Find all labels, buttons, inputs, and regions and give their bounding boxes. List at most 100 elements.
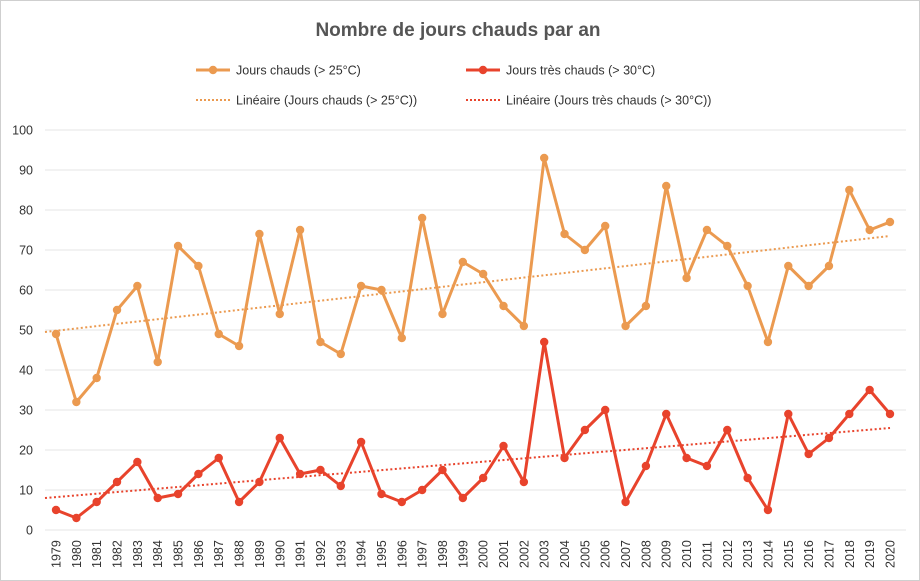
data-point (112, 305, 122, 315)
x-tick-label: 1990 (273, 540, 287, 568)
data-point (336, 481, 345, 491)
data-point (72, 397, 81, 407)
x-tick-label: 2009 (660, 540, 674, 568)
data-point (519, 477, 529, 487)
data-point (194, 261, 203, 271)
x-tick-label: 2015 (782, 540, 796, 568)
x-tick-label: 2018 (843, 540, 857, 568)
y-tick-label: 40 (19, 364, 33, 378)
data-point (580, 425, 590, 435)
data-point (234, 497, 244, 507)
data-point (885, 217, 895, 227)
data-point (316, 337, 325, 347)
x-tick-label: 1994 (355, 540, 369, 568)
x-tick-label: 2002 (517, 540, 531, 568)
data-point (255, 477, 264, 487)
x-tick-label: 1991 (294, 540, 308, 568)
legend-item-trend-2: Linéaire (Jours très chauds (> 30°C)) (466, 94, 711, 108)
x-tick-label: 2006 (599, 540, 613, 568)
x-tick-label: 2016 (802, 540, 816, 568)
legend-item-series-1: Jours chauds (> 25°C) (196, 64, 361, 78)
data-point (763, 505, 773, 515)
y-axis-ticks: 0 10 20 30 40 50 60 70 80 90 100 (12, 124, 33, 538)
data-point (133, 457, 142, 467)
data-point (601, 405, 610, 415)
x-tick-label: 1980 (70, 540, 84, 568)
data-point (377, 285, 386, 295)
y-tick-label: 100 (12, 124, 33, 138)
data-point (865, 385, 874, 395)
data-point (641, 301, 651, 311)
data-point (316, 465, 325, 475)
x-tick-label: 1989 (253, 540, 267, 568)
data-point (356, 437, 366, 447)
x-tick-label: 1983 (131, 540, 145, 568)
legend: Jours chauds (> 25°C) Jours très chauds … (196, 64, 711, 108)
data-point (295, 225, 305, 235)
x-tick-label: 2005 (578, 540, 592, 568)
y-tick-label: 50 (19, 324, 33, 338)
data-point (723, 241, 732, 251)
data-point (743, 281, 752, 291)
legend-label-series-1: Jours chauds (> 25°C) (236, 64, 361, 78)
x-tick-label: 2004 (558, 540, 572, 568)
x-tick-label: 1988 (233, 540, 247, 568)
legend-label-trend-1: Linéaire (Jours chauds (> 25°C)) (236, 94, 417, 108)
x-tick-label: 1986 (192, 540, 206, 568)
data-point (824, 433, 834, 443)
data-point (499, 301, 508, 311)
data-point (458, 257, 468, 267)
x-tick-label: 1981 (90, 540, 104, 568)
x-tick-label: 2008 (639, 540, 653, 568)
data-point (214, 329, 223, 339)
data-point (702, 225, 712, 235)
x-tick-label: 1999 (456, 540, 470, 568)
data-point (499, 441, 508, 451)
x-tick-label: 2001 (497, 540, 511, 568)
data-point (295, 469, 305, 479)
x-tick-label: 1979 (50, 540, 64, 568)
x-tick-label: 1987 (212, 540, 226, 568)
x-tick-label: 2003 (538, 540, 552, 568)
y-tick-label: 70 (19, 244, 33, 258)
data-point (804, 281, 813, 291)
y-tick-label: 10 (19, 484, 33, 498)
data-point (682, 453, 691, 463)
x-tick-label: 1997 (416, 540, 430, 568)
data-point (763, 337, 773, 347)
data-point (662, 409, 671, 419)
data-point (539, 337, 549, 347)
data-point (397, 333, 407, 343)
data-point (784, 261, 793, 271)
data-point (662, 181, 671, 191)
data-point (539, 153, 549, 163)
data-point (621, 321, 630, 331)
x-tick-label: 1996 (395, 540, 409, 568)
x-tick-label: 2000 (477, 540, 491, 568)
y-tick-label: 0 (26, 524, 33, 538)
data-point (356, 281, 366, 291)
x-tick-label: 2020 (884, 540, 898, 568)
y-tick-label: 60 (19, 284, 33, 298)
legend-marker-series-2 (478, 65, 488, 75)
data-point (784, 409, 793, 419)
x-tick-label: 2011 (700, 541, 714, 568)
data-point (743, 473, 752, 483)
data-point (173, 241, 183, 251)
data-point (845, 185, 854, 195)
data-point (438, 465, 447, 475)
data-point (417, 485, 427, 495)
x-tick-label: 1992 (314, 540, 328, 568)
x-tick-label: 2010 (680, 540, 694, 568)
x-tick-label: 1993 (334, 540, 348, 568)
data-point (804, 449, 813, 459)
x-tick-label: 2019 (863, 540, 877, 568)
data-point (377, 489, 386, 499)
x-tick-label: 2007 (619, 540, 633, 568)
x-tick-label: 1985 (172, 540, 186, 568)
data-point (824, 261, 834, 271)
data-point (458, 493, 468, 503)
data-point (641, 461, 651, 471)
x-tick-label: 1984 (151, 540, 165, 568)
